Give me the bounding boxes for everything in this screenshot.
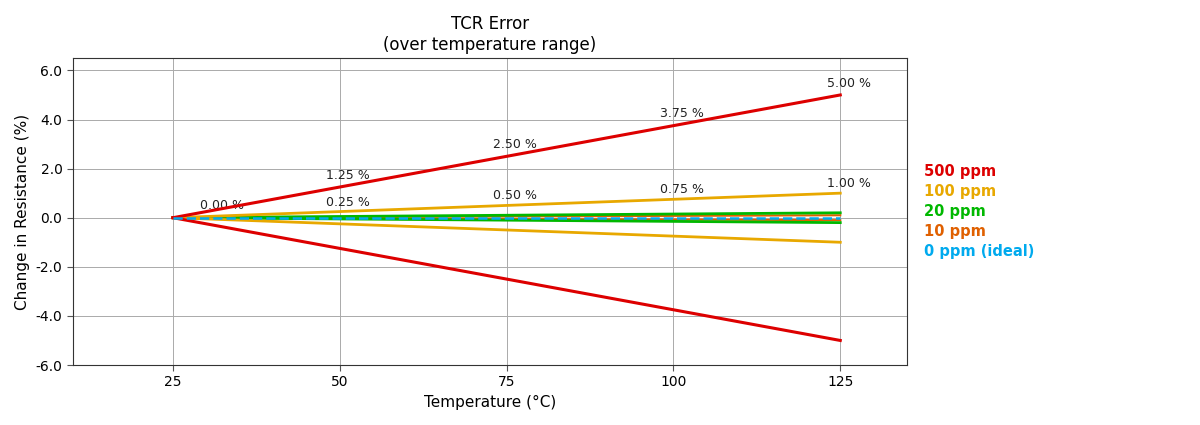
500 ppm bbox=[482, 157, 497, 162]
Text: 1.00 %: 1.00 % bbox=[827, 177, 871, 190]
0 ppm (ideal) bbox=[166, 215, 180, 220]
0 ppm (ideal) bbox=[713, 215, 727, 220]
0 ppm (ideal) bbox=[487, 215, 502, 220]
20 ppm bbox=[166, 215, 180, 220]
X-axis label: Temperature (°C): Temperature (°C) bbox=[424, 395, 556, 410]
500 ppm bbox=[563, 142, 577, 147]
Line: 10 ppm: 10 ppm bbox=[173, 215, 840, 218]
10 ppm bbox=[833, 212, 847, 218]
Text: 3.75 %: 3.75 % bbox=[660, 107, 704, 120]
0 ppm (ideal) bbox=[527, 215, 541, 220]
500 ppm bbox=[166, 215, 180, 220]
10 ppm bbox=[487, 214, 502, 219]
0 ppm (ideal) bbox=[563, 215, 577, 220]
0 ppm (ideal) bbox=[833, 215, 847, 220]
500 ppm bbox=[833, 92, 847, 97]
100 ppm bbox=[563, 201, 577, 206]
500 ppm bbox=[817, 95, 832, 100]
500 ppm bbox=[713, 115, 727, 120]
0 ppm (ideal) bbox=[482, 215, 497, 220]
100 ppm bbox=[487, 203, 502, 208]
Line: 100 ppm: 100 ppm bbox=[173, 193, 840, 218]
Text: 2.50 %: 2.50 % bbox=[493, 138, 538, 151]
20 ppm bbox=[833, 210, 847, 215]
100 ppm bbox=[817, 191, 832, 196]
10 ppm bbox=[527, 214, 541, 219]
20 ppm bbox=[713, 211, 727, 216]
Legend: 500 ppm, 100 ppm, 20 ppm, 10 ppm, 0 ppm (ideal): 500 ppm, 100 ppm, 20 ppm, 10 ppm, 0 ppm … bbox=[918, 158, 1040, 265]
Title: TCR Error
(over temperature range): TCR Error (over temperature range) bbox=[383, 15, 596, 54]
Text: 5.00 %: 5.00 % bbox=[827, 76, 871, 90]
Y-axis label: Change in Resistance (%): Change in Resistance (%) bbox=[14, 113, 30, 310]
10 ppm bbox=[563, 214, 577, 219]
Line: 20 ppm: 20 ppm bbox=[173, 213, 840, 218]
20 ppm bbox=[487, 213, 502, 218]
100 ppm bbox=[833, 190, 847, 196]
500 ppm bbox=[527, 149, 541, 154]
10 ppm bbox=[482, 214, 497, 219]
Line: 500 ppm: 500 ppm bbox=[173, 95, 840, 218]
100 ppm bbox=[527, 202, 541, 207]
10 ppm bbox=[166, 215, 180, 220]
20 ppm bbox=[817, 210, 832, 215]
100 ppm bbox=[713, 195, 727, 200]
500 ppm bbox=[487, 156, 502, 161]
10 ppm bbox=[713, 213, 727, 218]
Text: 0.00 %: 0.00 % bbox=[199, 199, 244, 212]
Text: 0.75 %: 0.75 % bbox=[660, 183, 704, 196]
Text: 0.25 %: 0.25 % bbox=[326, 196, 371, 209]
0 ppm (ideal) bbox=[817, 215, 832, 220]
20 ppm bbox=[563, 212, 577, 217]
100 ppm bbox=[166, 215, 180, 220]
20 ppm bbox=[482, 213, 497, 218]
10 ppm bbox=[817, 213, 832, 218]
100 ppm bbox=[482, 204, 497, 209]
Text: 1.25 %: 1.25 % bbox=[326, 169, 370, 181]
20 ppm bbox=[527, 212, 541, 218]
Text: 0.50 %: 0.50 % bbox=[493, 190, 538, 202]
